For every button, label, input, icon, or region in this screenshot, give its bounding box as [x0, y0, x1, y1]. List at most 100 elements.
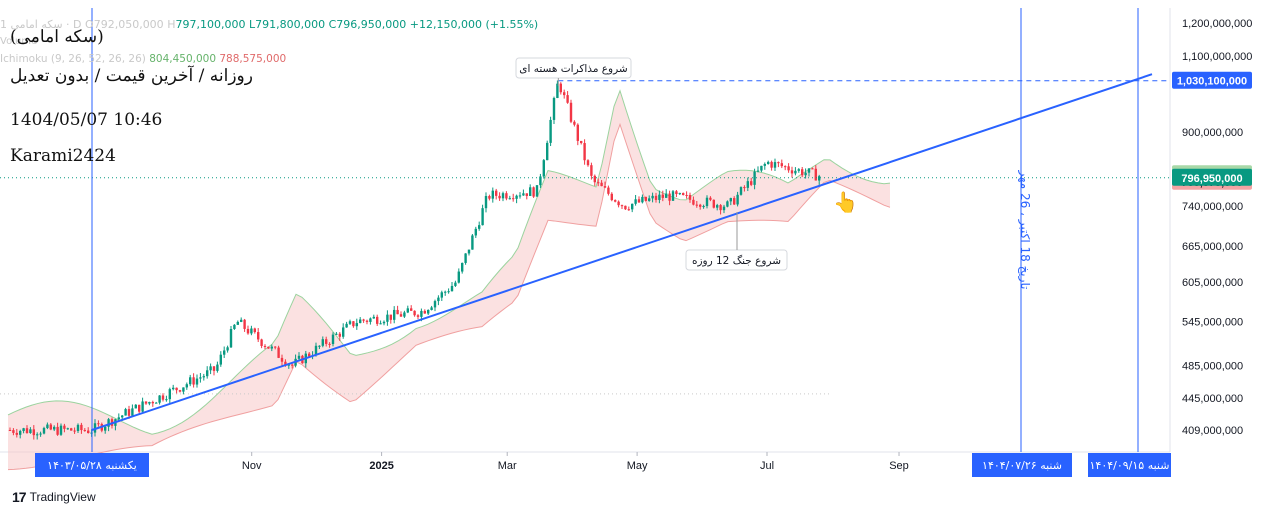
candle-body	[192, 377, 195, 385]
candle-body	[195, 378, 199, 385]
candle-body	[427, 309, 430, 314]
candle-body	[593, 175, 596, 183]
candle-body	[481, 208, 484, 226]
candle-body	[518, 195, 522, 197]
candle-body	[267, 346, 270, 349]
y-tick-label: 545,000,000	[1182, 316, 1243, 328]
candle-body	[566, 95, 569, 103]
legend-symbol: سکه امامی 1	[0, 18, 63, 31]
candle-body	[535, 185, 539, 197]
legend-close: 796,950,000	[336, 18, 407, 31]
x-tick-label: Sep	[889, 460, 909, 472]
candle-body	[39, 433, 42, 435]
candle-body	[172, 387, 175, 390]
candle-body	[355, 323, 358, 327]
candle-body	[529, 187, 532, 196]
candle-body	[12, 430, 15, 433]
candle-body	[484, 196, 488, 209]
candle-body	[297, 355, 301, 359]
candle-body	[753, 171, 756, 185]
legend-low-label: L	[248, 18, 256, 31]
candle-body	[746, 181, 749, 188]
candle-body	[787, 166, 790, 171]
candle-body	[386, 314, 389, 322]
candle-body	[216, 364, 219, 371]
candle-body	[760, 165, 763, 171]
candle-body	[515, 195, 518, 199]
candle-body	[804, 172, 807, 176]
candle-body	[277, 347, 280, 358]
candle-body	[42, 428, 46, 434]
candle-body	[712, 199, 715, 208]
candle-body	[695, 204, 698, 206]
candle-body	[202, 376, 205, 378]
candle-body	[777, 162, 780, 164]
candle-body	[454, 282, 457, 286]
candle-body	[743, 187, 746, 189]
candle-body	[148, 402, 151, 404]
candle-body	[699, 204, 702, 207]
volume-legend: Volume	[0, 36, 38, 47]
candle-body	[117, 417, 120, 420]
candle-body	[457, 271, 460, 283]
candle-body	[505, 193, 508, 199]
candle-body	[580, 140, 583, 144]
candle-body	[165, 399, 168, 401]
candle-body	[53, 426, 56, 430]
candle-body	[563, 92, 566, 96]
ohlc-legend: سکه امامی 1 · D O792,050,000 H797,100,00…	[0, 18, 539, 31]
candle-body	[648, 198, 651, 201]
candle-body	[685, 194, 688, 196]
price-tag-last: 796,950,000	[1181, 173, 1242, 185]
candle-body	[29, 429, 32, 434]
candle-body	[372, 316, 375, 319]
candle-body	[546, 142, 549, 161]
candle-body	[73, 430, 76, 432]
candle-body	[573, 121, 576, 125]
x-tick-label: Mar	[498, 460, 517, 472]
candle-body	[692, 199, 695, 205]
candle-body	[675, 191, 678, 195]
candle-body	[223, 350, 226, 355]
candle-body	[678, 193, 681, 195]
candle-body	[461, 262, 464, 272]
x-tick-label: Jul	[760, 460, 774, 472]
candle-body	[767, 161, 770, 164]
candle-body	[532, 187, 535, 197]
candle-body	[508, 198, 511, 200]
candle-body	[600, 182, 603, 187]
candle-body	[226, 347, 229, 351]
candle-body	[66, 428, 69, 430]
candle-body	[80, 424, 83, 431]
candle-body	[389, 314, 392, 320]
candle-body	[263, 345, 267, 347]
candle-body	[87, 430, 90, 433]
candle-body	[345, 323, 348, 328]
candle-body	[807, 168, 811, 173]
candle-body	[124, 409, 127, 416]
candle-body	[665, 193, 668, 198]
overlay-author: Karami2424	[10, 146, 116, 166]
candle-body	[59, 425, 63, 435]
candle-body	[478, 225, 481, 229]
candle-body	[36, 434, 39, 436]
candle-body	[770, 161, 773, 168]
tradingview-logo[interactable]: 17 TradingView	[12, 489, 96, 505]
candle-body	[763, 163, 766, 166]
candle-body	[450, 285, 454, 292]
candle-body	[556, 83, 559, 99]
candle-body	[464, 253, 467, 263]
candle-body	[399, 314, 403, 317]
candle-body	[430, 307, 433, 310]
ichimoku-label: Ichimoku (9, 26, 52, 26, 26)	[0, 53, 146, 65]
candle-body	[325, 339, 328, 344]
candle-body	[240, 319, 243, 322]
candle-body	[236, 321, 239, 325]
candle-body	[522, 193, 525, 196]
candle-body	[624, 205, 627, 210]
legend-high: 797,100,000	[175, 18, 246, 31]
candle-body	[382, 321, 386, 324]
tradingview-mark-icon: 17	[12, 489, 27, 505]
